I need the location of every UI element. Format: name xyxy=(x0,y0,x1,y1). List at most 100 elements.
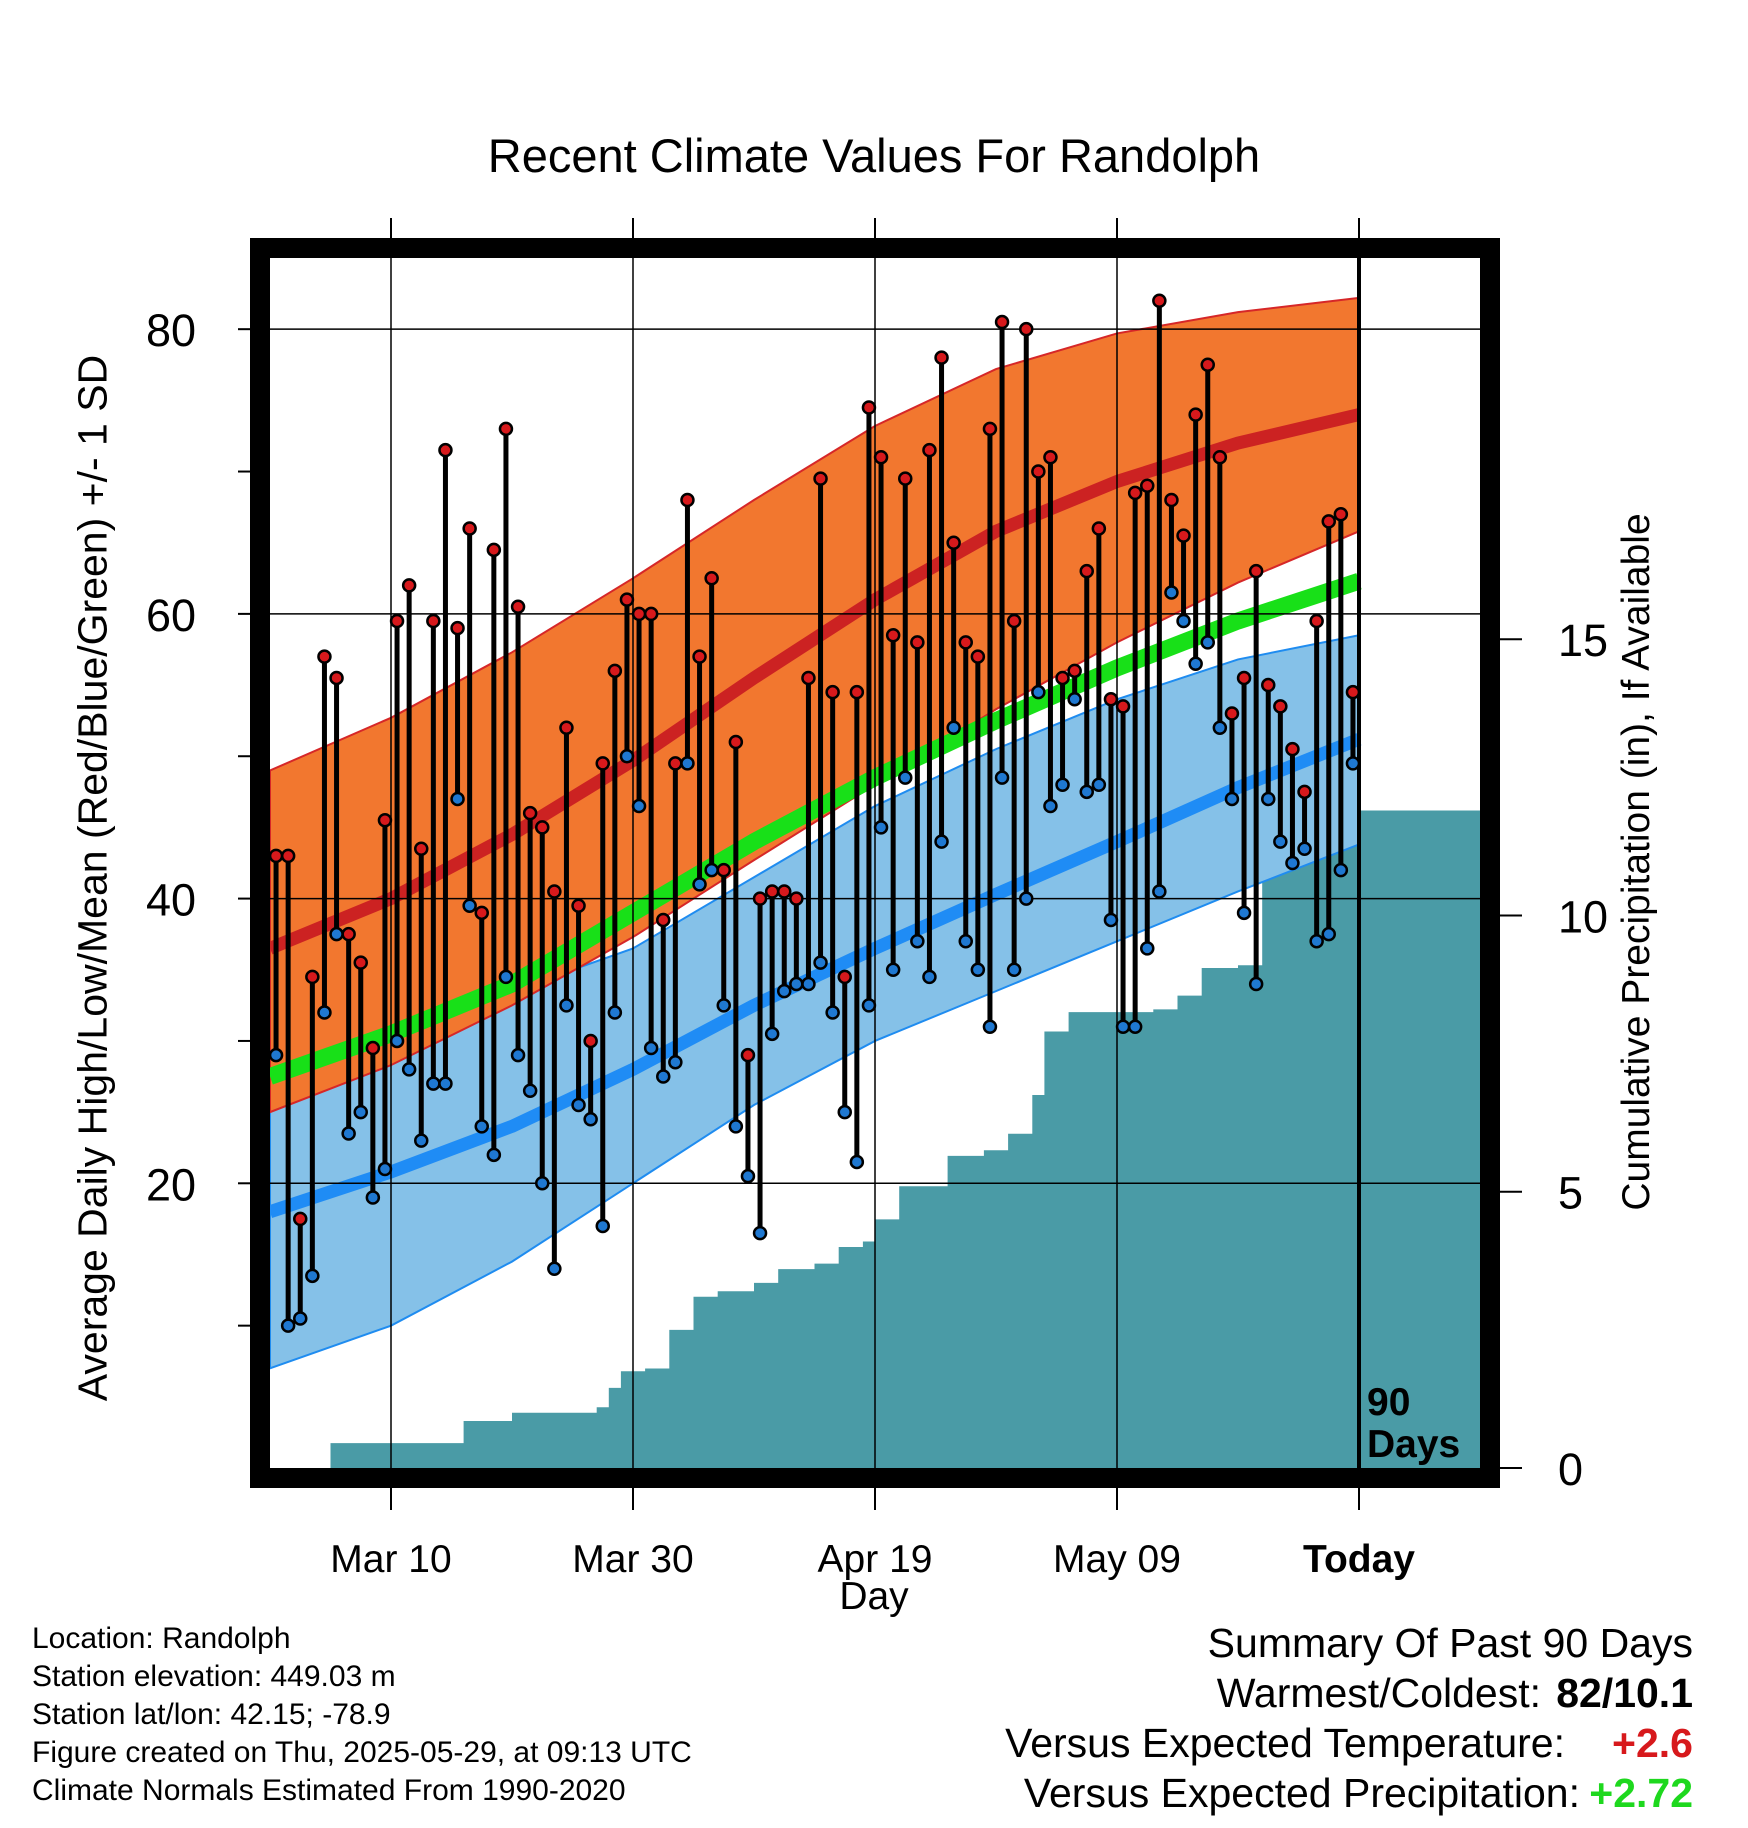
low-point xyxy=(474,1119,489,1134)
y-axis-label: Average Daily High/Low/Mean (Red/Blue/Gr… xyxy=(69,354,116,1402)
x-axis-label: Day xyxy=(839,1575,909,1618)
low-point xyxy=(619,748,635,764)
low-point xyxy=(305,1268,320,1284)
high-point xyxy=(849,684,865,700)
low-point xyxy=(607,1005,623,1020)
high-point xyxy=(329,670,344,686)
high-point xyxy=(801,670,816,686)
high-point xyxy=(1019,321,1034,337)
low-point xyxy=(716,998,731,1013)
y-tick-label: 20 xyxy=(146,1159,196,1210)
low-point xyxy=(680,756,695,771)
high-point xyxy=(1200,357,1215,373)
normals-text: Climate Normals Estimated From 1990-2020 xyxy=(32,1774,626,1807)
high-point xyxy=(486,542,502,558)
high-point xyxy=(559,720,574,736)
low-point xyxy=(643,1040,659,1056)
low-point xyxy=(994,770,1010,785)
high-point xyxy=(1103,692,1119,707)
low-point xyxy=(1345,756,1361,771)
low-point xyxy=(365,1190,381,1205)
low-point xyxy=(910,934,925,949)
y2-tick-label: 10 xyxy=(1558,891,1608,942)
high-point xyxy=(837,969,852,985)
high-point xyxy=(401,578,417,593)
high-point xyxy=(813,471,828,486)
high-point xyxy=(1091,521,1107,536)
high-point xyxy=(1333,506,1349,522)
high-point xyxy=(861,400,877,415)
low-normal-line xyxy=(270,733,1362,1218)
low-point xyxy=(668,1055,683,1070)
high-point xyxy=(946,535,961,550)
low-point xyxy=(450,791,465,807)
low-point xyxy=(547,1261,562,1276)
low-point xyxy=(1006,962,1022,978)
high-point xyxy=(1006,613,1022,629)
high-point xyxy=(898,471,913,486)
high-point xyxy=(885,627,901,643)
low-point xyxy=(1273,834,1288,849)
y-tick-label: 60 xyxy=(146,590,196,641)
low-point xyxy=(740,1168,756,1184)
high-point xyxy=(728,734,744,750)
high-point xyxy=(583,1033,598,1049)
high-point xyxy=(619,592,635,607)
x-tick-label: Mar 30 xyxy=(572,1538,693,1581)
high-point xyxy=(873,450,889,465)
low-point xyxy=(849,1154,865,1170)
high-point xyxy=(268,848,284,864)
high-point xyxy=(522,805,538,821)
high-point xyxy=(643,606,659,622)
high-point xyxy=(1043,450,1058,465)
summary-precip-row: Versus Expected Precipitation: +2.72 xyxy=(1005,1768,1693,1818)
low-point xyxy=(922,969,937,985)
low-point xyxy=(498,969,514,985)
low-point xyxy=(825,1005,840,1020)
low-point xyxy=(1079,784,1094,800)
window-label: 90 xyxy=(1367,1381,1410,1424)
low-point xyxy=(982,1019,998,1034)
low-point xyxy=(728,1119,744,1134)
window-label: Days xyxy=(1367,1423,1460,1466)
y-tick-label: 40 xyxy=(146,875,196,926)
low-point xyxy=(934,834,949,849)
high-point xyxy=(716,862,731,878)
low-point xyxy=(341,1126,356,1141)
high-point xyxy=(535,820,550,835)
warmest-value: 82/10.1 xyxy=(1556,1670,1693,1716)
low-point xyxy=(559,998,574,1013)
high-point xyxy=(1176,528,1191,543)
low-point xyxy=(1248,976,1264,992)
high-point xyxy=(656,912,671,928)
high-point xyxy=(1188,407,1203,422)
high-point xyxy=(1236,670,1252,686)
x-tick-label: Mar 10 xyxy=(330,1538,451,1581)
low-point xyxy=(583,1111,598,1127)
high-point xyxy=(607,663,623,679)
x-tick-label: May 09 xyxy=(1053,1538,1181,1581)
low-point xyxy=(1236,905,1252,921)
station-info: Location: Randolph Station elevation: 44… xyxy=(32,1620,692,1810)
warmest-label: Warmest/Coldest: xyxy=(1216,1670,1541,1716)
high-point xyxy=(498,421,514,437)
high-point xyxy=(752,891,768,906)
low-point xyxy=(1031,684,1046,700)
high-point xyxy=(668,756,683,771)
low-point xyxy=(401,1062,417,1077)
low-point xyxy=(486,1147,502,1163)
high-point xyxy=(680,492,695,508)
low-point xyxy=(1285,855,1300,871)
low-point xyxy=(317,1005,332,1020)
low-point xyxy=(656,1069,671,1084)
high-point xyxy=(764,884,780,899)
high-point xyxy=(910,635,925,650)
low-point xyxy=(438,1076,453,1091)
plot-frame xyxy=(250,238,1500,1488)
y2-tick-label: 5 xyxy=(1558,1168,1583,1219)
low-point xyxy=(1140,941,1155,956)
precip-value: +2.72 xyxy=(1589,1770,1693,1816)
high-point xyxy=(982,421,998,437)
y2-axis-label: Cumulative Precipitation (in), If Availa… xyxy=(1615,513,1658,1211)
